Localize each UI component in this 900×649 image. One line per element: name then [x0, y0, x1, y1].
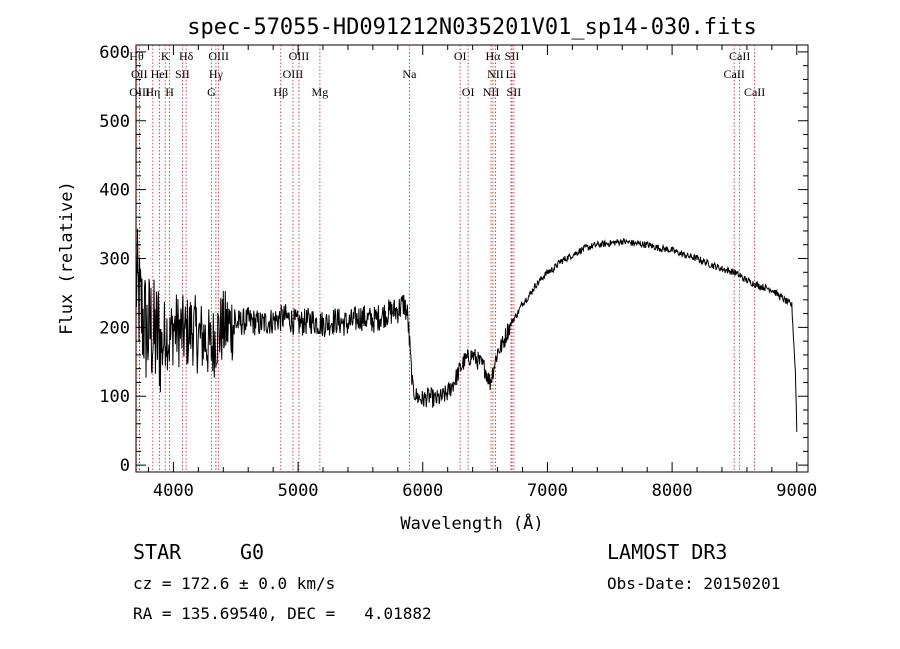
line-label-26: CaII	[729, 49, 750, 63]
line-label-21: NII	[487, 67, 504, 81]
observation-date: Obs-Date: 20150201	[607, 574, 781, 593]
line-label-5: K	[161, 49, 170, 63]
survey-name: LAMOST DR3	[607, 540, 728, 564]
line-label-23: SII	[505, 49, 520, 63]
object-subclass: G0	[240, 540, 265, 564]
line-label-6: H	[165, 85, 174, 99]
y-axis-ticks: 0 100 200 300 400 500 600	[99, 43, 808, 476]
x-tick-label-1: 5000	[278, 481, 319, 501]
spectrum-points	[135, 241, 797, 432]
line-label-7: SII	[175, 67, 190, 81]
spectrum-series-line	[135, 228, 798, 432]
line-label-8: Hδ	[179, 49, 194, 63]
line-label-4: HeI	[151, 67, 169, 81]
line-label-2: OIII	[129, 85, 150, 99]
line-label-20: Hα	[485, 49, 501, 63]
x-tick-label-4: 8000	[652, 481, 693, 501]
sky-coordinates: RA = 135.69540, DEC = 4.01882	[133, 604, 432, 623]
line-label-15: Mg	[312, 85, 329, 99]
x-axis-label: Wavelength (Å)	[400, 512, 543, 534]
line-label-25: CaII	[724, 67, 745, 81]
y-tick-label-3: 300	[99, 250, 130, 270]
object-class: STAR	[133, 540, 182, 564]
line-label-14: OIII	[289, 49, 310, 63]
x-tick-label-5: 9000	[776, 481, 817, 501]
plot-frame	[135, 44, 809, 473]
line-label-10: Hγ	[209, 67, 224, 81]
line-label-13: OIII	[283, 67, 304, 81]
line-label-27: CaII	[744, 85, 765, 99]
line-label-24: SII	[507, 85, 522, 99]
line-label-22: Li	[506, 67, 517, 81]
line-label-17: OI	[454, 49, 467, 63]
y-tick-label-4: 400	[99, 181, 130, 201]
line-label-3: Hη	[145, 85, 160, 99]
line-label-9: G	[207, 85, 216, 99]
y-tick-label-2: 200	[99, 318, 130, 338]
y-tick-label-5: 500	[99, 112, 130, 132]
line-label-19: NII	[483, 85, 500, 99]
redshift-velocity: cz = 172.6 ± 0.0 km/s	[133, 574, 336, 593]
line-label-18: OI	[462, 85, 475, 99]
y-tick-label-1: 100	[99, 387, 130, 407]
y-tick-label-0: 0	[120, 456, 130, 476]
x-tick-label-2: 6000	[402, 481, 443, 501]
x-tick-label-3: 7000	[527, 481, 568, 501]
spectral-line-markers: HθOIIOIIIHηHeIKHSIIHδGHγOIIIHβOIIIOIIIMg…	[129, 45, 765, 472]
y-tick-label-6: 600	[99, 43, 130, 63]
line-label-0: Hθ	[129, 49, 144, 63]
y-axis-label: Flux (relative)	[57, 181, 77, 335]
line-label-11: OIII	[208, 49, 229, 63]
line-label-16: Na	[402, 67, 417, 81]
x-axis-ticks: 4000 5000 6000 7000 8000 9000	[147, 45, 817, 501]
x-tick-label-0: 4000	[153, 481, 194, 501]
line-label-12: Hβ	[273, 85, 288, 99]
chart-title: spec-57055-HD091212N035201V01_sp14-030.f…	[187, 15, 757, 40]
